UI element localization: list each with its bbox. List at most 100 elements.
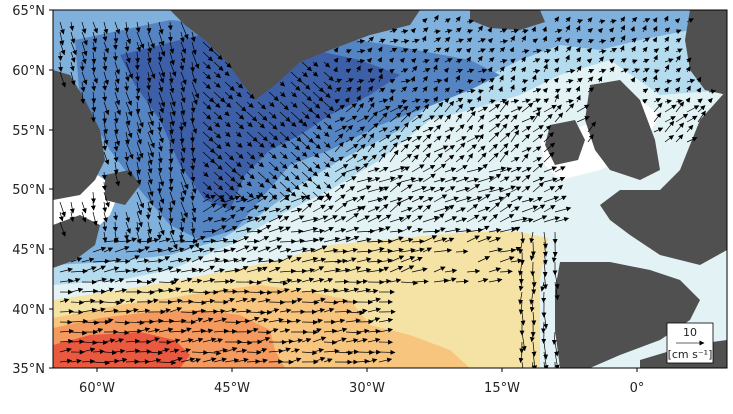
current-vector-arrow: [246, 141, 253, 147]
current-vector-arrow: [190, 141, 196, 153]
current-vector-arrow: [202, 71, 212, 80]
current-vector-arrow: [268, 141, 276, 148]
current-vector-arrow: [466, 29, 474, 34]
current-vector-arrow: [400, 68, 409, 73]
current-vector-arrow: [499, 192, 511, 203]
current-vector-arrow: [455, 164, 468, 173]
current-vector-arrow: [257, 151, 265, 158]
current-vector-arrow: [213, 51, 223, 60]
current-vector-arrow: [202, 203, 217, 213]
current-vector-arrow: [191, 51, 200, 69]
current-vector-arrow: [510, 58, 516, 64]
current-vector-arrow: [114, 81, 120, 93]
current-vector-arrow: [213, 81, 221, 88]
current-vector-arrow: [301, 194, 311, 203]
current-vector-arrow: [565, 46, 572, 53]
current-vector-arrow: [323, 151, 335, 163]
current-vector-arrow: [465, 47, 472, 54]
current-vector-arrow: [81, 201, 87, 214]
current-vector-arrow: [499, 123, 508, 133]
current-vector-arrow: [455, 186, 471, 193]
current-vector-arrow: [136, 41, 142, 53]
current-vector-arrow: [323, 121, 333, 130]
current-vector-arrow: [158, 71, 165, 84]
current-vector-arrow: [334, 164, 349, 173]
current-vector-arrow: [532, 134, 544, 143]
current-vector-arrow: [167, 31, 173, 42]
current-vector-arrow: [664, 116, 676, 123]
current-vector-arrow: [180, 161, 186, 175]
current-vector-arrow: [532, 163, 544, 173]
lat-tick-label: 60°N: [12, 64, 45, 79]
current-vector-arrow: [532, 48, 542, 54]
current-vector-arrow: [410, 28, 416, 34]
current-vector-arrow: [477, 78, 487, 84]
current-vector-arrow: [213, 161, 223, 171]
current-vector-arrow: [432, 64, 438, 73]
current-vector-arrow: [191, 81, 200, 99]
current-vector-arrow: [532, 196, 543, 203]
current-vector-arrow: [631, 17, 638, 23]
current-vector-arrow: [686, 78, 696, 84]
current-vector-arrow: [114, 71, 120, 84]
current-vector-arrow: [202, 111, 212, 120]
current-vector-arrow: [333, 47, 339, 53]
current-vector-arrow: [158, 131, 164, 144]
current-vector-arrow: [103, 71, 109, 86]
current-vector-arrow: [499, 66, 505, 73]
current-vector-arrow: [268, 194, 278, 203]
current-vector-arrow: [686, 105, 700, 113]
current-vector-arrow: [597, 76, 603, 83]
current-vector-arrow: [113, 111, 119, 124]
current-vector-arrow: [653, 112, 662, 123]
current-vector-arrow: [411, 135, 422, 143]
current-vector-arrow: [488, 131, 500, 143]
current-vector-arrow: [487, 66, 493, 73]
current-vector-arrow: [663, 15, 669, 23]
current-vector-arrow: [444, 196, 459, 203]
current-vector-arrow: [334, 99, 340, 104]
current-vector-arrow: [642, 18, 651, 23]
current-vector-arrow: [147, 131, 155, 149]
current-vector-arrow: [334, 104, 345, 113]
current-vector-arrow: [168, 211, 174, 224]
current-vector-arrow: [422, 164, 436, 173]
current-vector-arrow: [477, 186, 496, 193]
land-ireland: [545, 120, 585, 165]
current-vector-arrow: [312, 171, 319, 177]
current-vector-arrow: [498, 86, 503, 93]
current-vector-arrow: [620, 16, 626, 23]
current-vector-arrow: [69, 21, 75, 31]
current-vector-arrow: [268, 121, 278, 130]
land-newfoundland: [105, 170, 140, 205]
current-vector-arrow: [466, 99, 473, 104]
current-vector-arrow: [345, 115, 358, 123]
current-vector-arrow: [488, 123, 501, 133]
current-vector-arrow: [113, 31, 119, 44]
current-vector-arrow: [664, 58, 674, 63]
current-vector-arrow: [642, 37, 651, 43]
current-vector-arrow: [58, 61, 64, 72]
current-vector-arrow: [102, 141, 108, 151]
lon-tick-label: 30°W: [349, 381, 385, 396]
current-vector-arrow: [112, 41, 118, 51]
current-vector-arrow: [112, 51, 118, 62]
current-vector-arrow: [586, 58, 593, 64]
current-vector-arrow: [136, 151, 141, 163]
current-vector-arrow: [323, 171, 330, 177]
current-vector-arrow: [598, 68, 607, 74]
current-vector-arrow: [345, 154, 358, 163]
current-vector-arrow: [125, 121, 133, 139]
current-vector-arrow: [444, 114, 452, 123]
current-vector-arrow: [444, 167, 457, 173]
current-vector-arrow: [246, 91, 255, 99]
current-vector-arrow: [114, 101, 121, 116]
current-vector-arrow: [444, 145, 456, 153]
current-vector-arrow: [532, 58, 541, 63]
current-vector-arrow: [488, 173, 502, 183]
current-vector-arrow: [499, 38, 509, 44]
current-vector-arrow: [421, 35, 427, 43]
current-vector-arrow: [213, 195, 225, 203]
current-vector-arrow: [146, 81, 152, 91]
current-vector-arrow: [620, 35, 626, 43]
